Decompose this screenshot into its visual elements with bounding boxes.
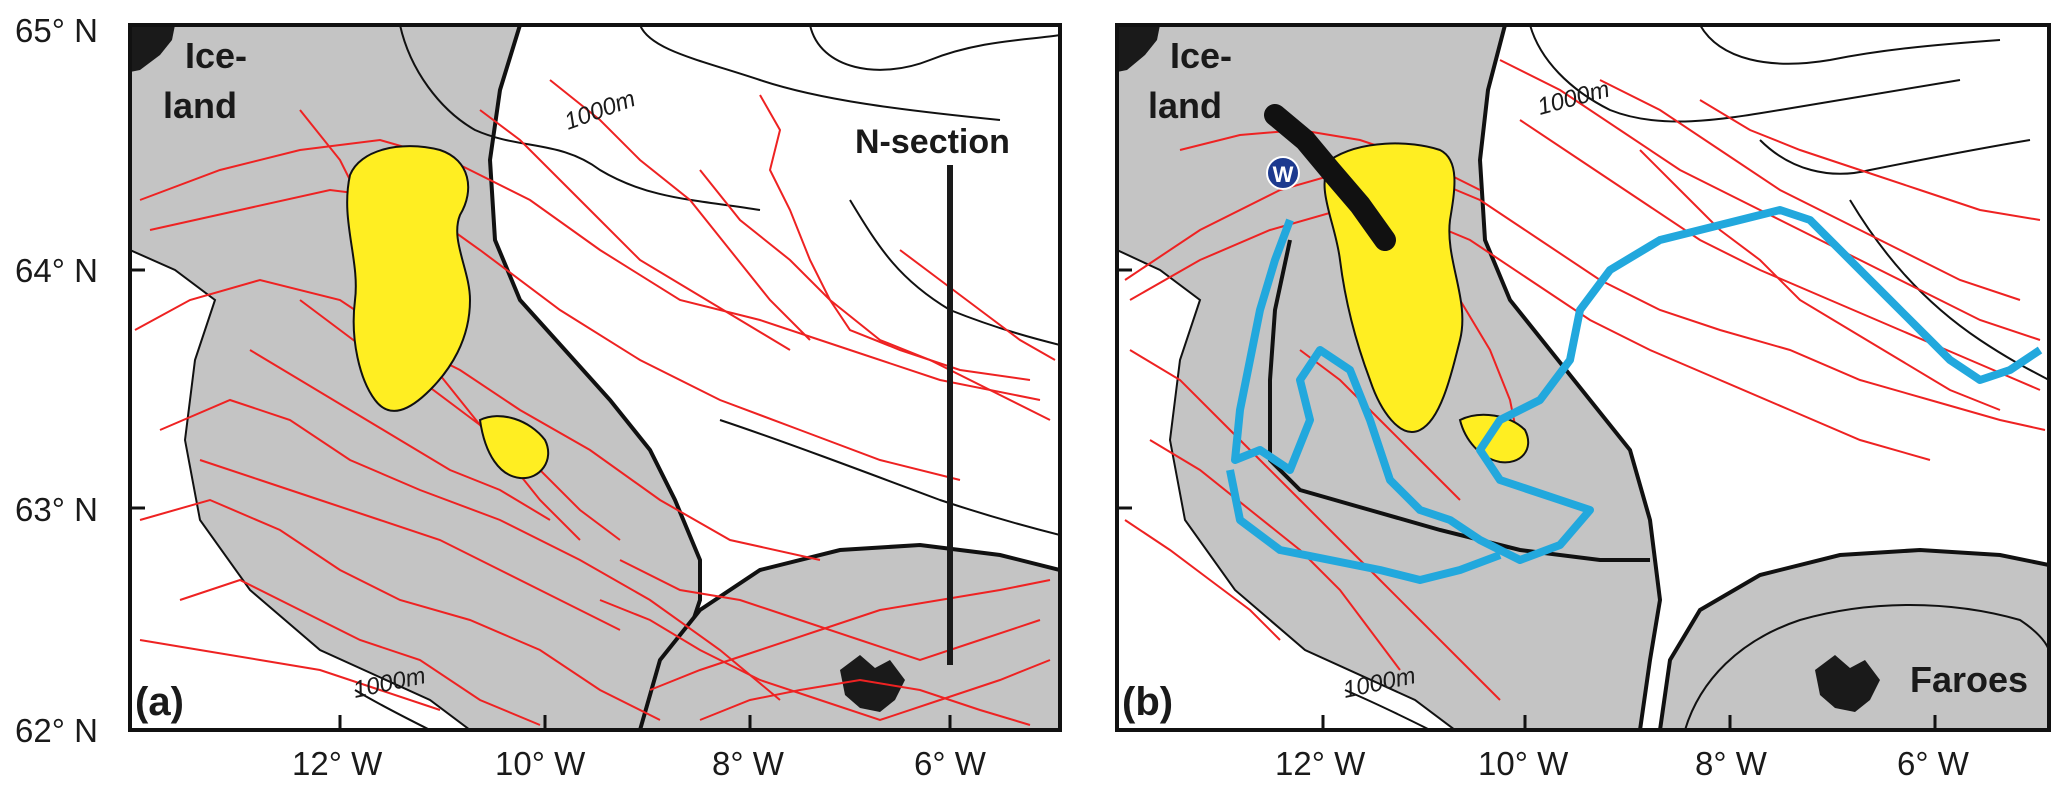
panel-b-letter: (b) (1122, 680, 1173, 724)
lat-label-63n: 63° N (15, 491, 98, 528)
iceland-land (1117, 25, 1160, 72)
panel-a-letter: (a) (135, 680, 184, 724)
lat-label-62n: 62° N (15, 712, 98, 749)
drifter-tracks (134, 79, 1056, 726)
lon-label-8w-a: 8° W (712, 745, 785, 782)
lon-label-10w-b: 10° W (1478, 745, 1569, 782)
faroe-islands (840, 655, 905, 712)
iceland-label-line1: Ice- (185, 35, 247, 76)
faroe-islands (1815, 655, 1880, 712)
faroe-shelf (1657, 547, 2049, 730)
lat-label-64n: 64° N (15, 252, 98, 289)
lon-label-12w-b: 12° W (1275, 745, 1366, 782)
lon-label-10w-a: 10° W (495, 745, 586, 782)
lon-label-6w-a: 6° W (914, 745, 987, 782)
deep-basin (1117, 248, 1457, 730)
panel-a: Ice- land 1000m 1000m N-section (a) (128, 23, 1062, 732)
lat-label-65n: 65° N (15, 12, 98, 49)
station-marker-label: W (1273, 162, 1294, 187)
n-section-label: N-section (855, 123, 1010, 161)
station-marker-w: W (1266, 156, 1300, 190)
blue-path (1231, 206, 2043, 564)
lon-label-6w-b: 6° W (1897, 745, 1970, 782)
yellow-patch (346, 145, 550, 480)
panel-b: W Ice- land 1000m 1000m Faroes (b) (1115, 23, 2051, 732)
glider-path (1264, 104, 1396, 251)
lon-label-8w-b: 8° W (1695, 745, 1768, 782)
iceland-label-line2: land (1148, 85, 1222, 126)
iceland-label-line2: land (163, 85, 237, 126)
faroes-label: Faroes (1910, 659, 2028, 700)
iceland-land (130, 25, 175, 72)
drifter-tracks (1124, 59, 2046, 701)
lon-label-12w-a: 12° W (292, 745, 383, 782)
iceland-label-line1: Ice- (1170, 35, 1232, 76)
